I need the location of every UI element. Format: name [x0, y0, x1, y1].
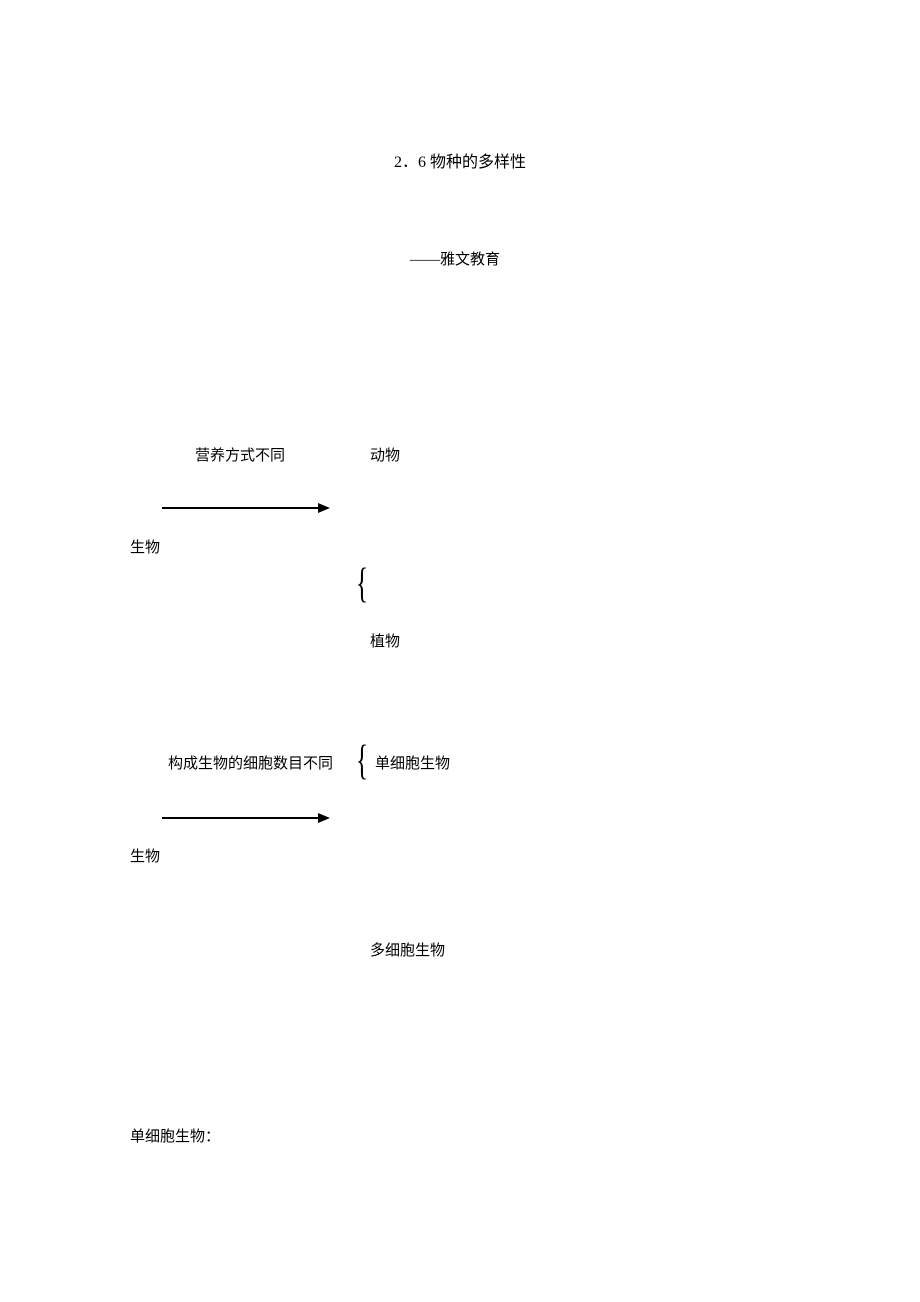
- d2-brace: {: [356, 740, 368, 782]
- footer-heading: 单细胞生物：: [130, 1125, 220, 1146]
- d2-arrow-head: [318, 813, 330, 823]
- page-title: 2．6 物种的多样性: [0, 148, 920, 172]
- d2-branch-top: 单细胞生物: [375, 752, 450, 773]
- page-subtitle: ——雅文教育: [410, 248, 500, 269]
- d1-brace: {: [356, 563, 368, 605]
- d1-criterion: 营养方式不同: [195, 444, 285, 465]
- d2-root: 生物: [130, 845, 160, 866]
- d2-criterion: 构成生物的细胞数目不同: [168, 752, 333, 773]
- d1-arrow-head: [318, 503, 330, 513]
- d1-root: 生物: [130, 536, 160, 557]
- d1-branch-top: 动物: [370, 444, 400, 465]
- d1-arrow-line: [162, 507, 320, 509]
- d1-branch-bottom: 植物: [370, 630, 400, 651]
- d2-arrow-line: [162, 817, 320, 819]
- d2-branch-bottom: 多细胞生物: [370, 939, 445, 960]
